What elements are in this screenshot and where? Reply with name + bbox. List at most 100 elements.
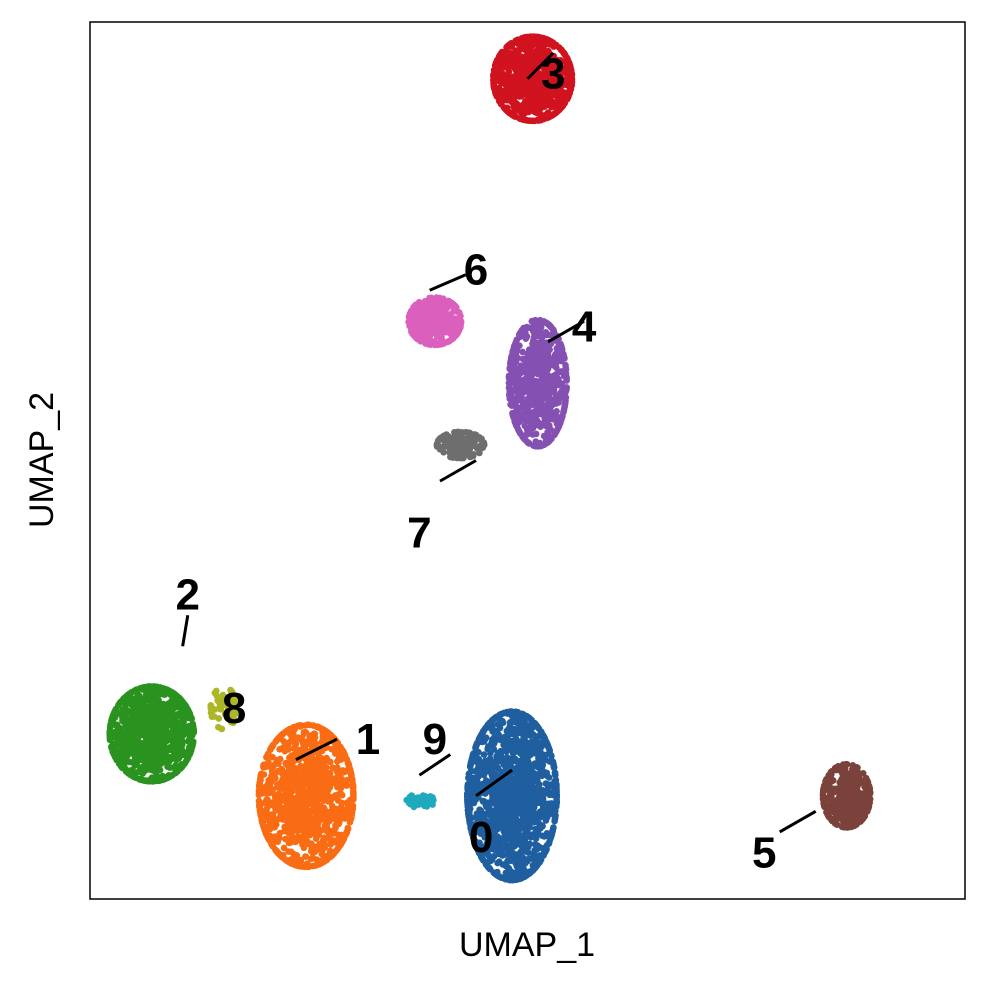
cluster-0-point (488, 767, 496, 775)
cluster-4-point (543, 319, 550, 327)
cluster-0-point (500, 806, 508, 814)
cluster-2-point (149, 719, 157, 726)
cluster-0-point (533, 831, 541, 838)
cluster-2-point (142, 734, 150, 742)
cluster-3-point (523, 35, 531, 43)
cluster-4-point (514, 426, 522, 433)
cluster-0-point (524, 870, 531, 877)
cluster-1-point (290, 803, 297, 810)
cluster-0-point (534, 777, 541, 784)
cluster-0-point (480, 812, 487, 819)
cluster-3-point (490, 73, 497, 80)
cluster-1-point (347, 770, 355, 777)
cluster-0-point (496, 850, 504, 857)
cluster-4-point (543, 439, 550, 447)
cluster-0-point (494, 859, 501, 867)
cluster-2-point (106, 723, 114, 731)
cluster-1-point (263, 809, 271, 817)
cluster-1-point (334, 783, 341, 791)
cluster-1-point (286, 838, 294, 846)
cluster-1-point (347, 814, 355, 821)
cluster-2-point (157, 714, 164, 722)
cluster-1-point (337, 743, 344, 751)
cluster-4-point (505, 373, 513, 381)
cluster-1-point (328, 745, 335, 753)
cluster-2-point (141, 702, 148, 710)
cluster-0-point (543, 814, 551, 821)
cluster-1-point (278, 804, 286, 812)
cluster-0-point (518, 836, 526, 844)
cluster-1-point (332, 750, 339, 757)
cluster-4-point (532, 407, 540, 414)
cluster-1-point (337, 756, 345, 763)
cluster-0-point (493, 802, 500, 809)
cluster-4-point (528, 398, 535, 405)
cluster-2-point (153, 739, 161, 747)
cluster-4-point (508, 354, 515, 361)
cluster-0-point (509, 750, 517, 757)
cluster-1-point (335, 820, 343, 828)
cluster-4-point (509, 348, 516, 356)
cluster-1-point (304, 863, 312, 871)
cluster-0-point (500, 842, 508, 850)
cluster-3-point (525, 108, 532, 116)
cluster-4-point (552, 351, 559, 358)
cluster-1-point (319, 837, 327, 844)
cluster-2-point (149, 729, 156, 737)
cluster-1-point (336, 842, 344, 849)
cluster-3-point (534, 116, 542, 123)
cluster-4-point (546, 422, 553, 429)
cluster-0-point (507, 791, 515, 799)
cluster-0-point (539, 769, 547, 777)
cluster-2-point (124, 723, 131, 731)
cluster-0-point (513, 778, 521, 785)
cluster-1-point (312, 740, 320, 747)
cluster-0-point (521, 775, 529, 783)
cluster-0-point (503, 727, 511, 735)
cluster-0-point (472, 742, 480, 750)
cluster-0-point (483, 722, 491, 730)
cluster-1-point (294, 827, 302, 834)
cluster-0-point (508, 839, 516, 847)
cluster-0-point (513, 825, 520, 833)
cluster-0-point (553, 780, 560, 788)
cluster-1-point (299, 827, 307, 835)
cluster-2-point (123, 700, 131, 707)
cluster-4-point (542, 357, 549, 364)
cluster-2-point (154, 767, 161, 775)
cluster-4-point (559, 354, 566, 362)
cluster-1-point (345, 761, 352, 768)
cluster-2-point (131, 732, 139, 740)
cluster-3-point (509, 79, 516, 87)
cluster-1-point (307, 847, 315, 855)
cluster-1-point (287, 848, 295, 856)
cluster-4-point (523, 426, 531, 434)
cluster-0-point (522, 762, 529, 770)
cluster-3-point (565, 59, 573, 67)
cluster-1-point (343, 756, 351, 763)
cluster-1-point (297, 789, 305, 797)
cluster-1-point (274, 833, 282, 840)
cluster-0-point (499, 812, 507, 820)
cluster-4-point (526, 369, 533, 377)
cluster-0-point (510, 876, 517, 884)
cluster-4-point (552, 361, 559, 368)
cluster-1-point (285, 811, 293, 818)
cluster-2-point (152, 753, 159, 760)
cluster-2-point (190, 726, 197, 733)
cluster-0-point (482, 734, 490, 741)
cluster-1-point (295, 810, 303, 818)
cluster-1-point (315, 831, 323, 839)
cluster-2-point (150, 683, 158, 690)
cluster-3-point (490, 82, 498, 90)
cluster-2-point (188, 715, 195, 722)
cluster-0-point (536, 852, 544, 860)
cluster-0-point (479, 798, 487, 805)
cluster-3-point (568, 75, 575, 82)
cluster-1-point (286, 754, 293, 762)
cluster-4-point (538, 347, 545, 354)
cluster-4-point (530, 347, 537, 355)
cluster-1-point (257, 772, 265, 779)
cluster-0-point (490, 746, 498, 753)
cluster-0-point (486, 758, 494, 766)
